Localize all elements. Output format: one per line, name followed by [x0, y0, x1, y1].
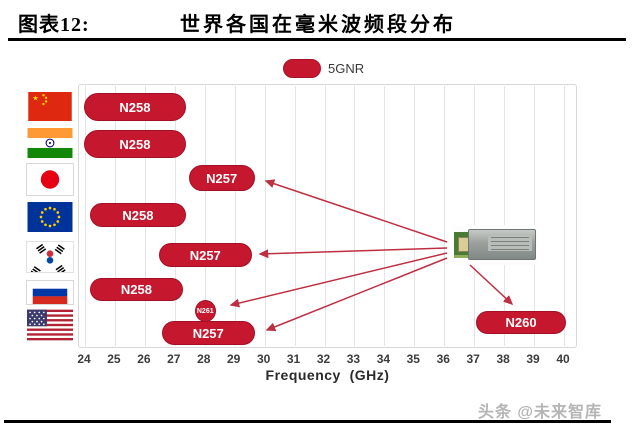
band-pill-n261: N261: [194, 300, 216, 322]
china-flag-icon: [27, 92, 73, 121]
legend-5gnr-label: 5GNR: [328, 61, 365, 76]
gridline: [294, 86, 296, 346]
band-pill-n257: N257: [158, 243, 252, 267]
gridline: [324, 86, 326, 346]
usa-flag-icon: [27, 308, 73, 342]
bottom-divider: [4, 420, 611, 423]
rf-module-chip-image: [452, 225, 538, 265]
band-pill-n258: N258: [84, 130, 186, 158]
x-tick-label: 34: [376, 352, 391, 366]
band-pill-n258: N258: [89, 277, 183, 301]
gridline: [85, 86, 86, 346]
figure-number-label: 图表12:: [18, 14, 90, 36]
x-tick-label: 26: [137, 352, 151, 366]
gridline: [474, 86, 476, 346]
eu-flag-icon: [27, 202, 73, 232]
x-tick-label: 32: [316, 352, 331, 366]
x-tick-label: 29: [227, 352, 241, 366]
gridline: [414, 86, 416, 346]
gridline: [444, 86, 446, 346]
x-tick-label: 39: [526, 352, 540, 366]
x-tick-label: 31: [286, 352, 301, 366]
x-tick-label: 30: [256, 352, 271, 366]
x-tick-label: 35: [406, 352, 420, 366]
band-pill-n258: N258: [84, 93, 186, 121]
gridline: [384, 86, 386, 346]
gridline: [234, 86, 236, 346]
chip-pcb-edge: [454, 255, 474, 258]
chip-label: [488, 234, 532, 251]
x-tick-label: 28: [197, 352, 211, 366]
x-tick-label: 27: [167, 352, 181, 366]
south-korea-flag-icon: [26, 241, 74, 273]
russia-flag-icon: [26, 280, 74, 305]
band-pill-n257: N257: [188, 165, 255, 191]
figure-title: 世界各国在毫米波频段分布: [180, 14, 456, 36]
x-tick-label: 40: [556, 352, 570, 366]
india-flag-icon: [27, 128, 73, 158]
gridline: [354, 86, 356, 346]
gridline: [504, 86, 506, 346]
gridline: [204, 86, 206, 346]
x-tick-label: 36: [436, 352, 450, 366]
gridline: [564, 86, 565, 346]
gridline: [534, 86, 536, 346]
legend-5gnr-swatch: [283, 59, 321, 78]
gridline: [264, 86, 266, 346]
watermark: 头条 @未来智库: [477, 404, 602, 421]
x-tick-label: 24: [77, 352, 91, 366]
x-axis-label: Frequency (GHz): [265, 367, 390, 383]
x-tick-label: 38: [496, 352, 510, 366]
header-divider: [8, 38, 626, 41]
band-pill-n258: N258: [89, 203, 186, 227]
x-tick-label: 25: [107, 352, 121, 366]
band-pill-n260: N260: [476, 310, 566, 334]
band-pill-n257: N257: [161, 321, 255, 345]
x-tick-label: 33: [346, 352, 361, 366]
x-tick-label: 37: [466, 352, 480, 366]
japan-flag-icon: [26, 163, 74, 196]
